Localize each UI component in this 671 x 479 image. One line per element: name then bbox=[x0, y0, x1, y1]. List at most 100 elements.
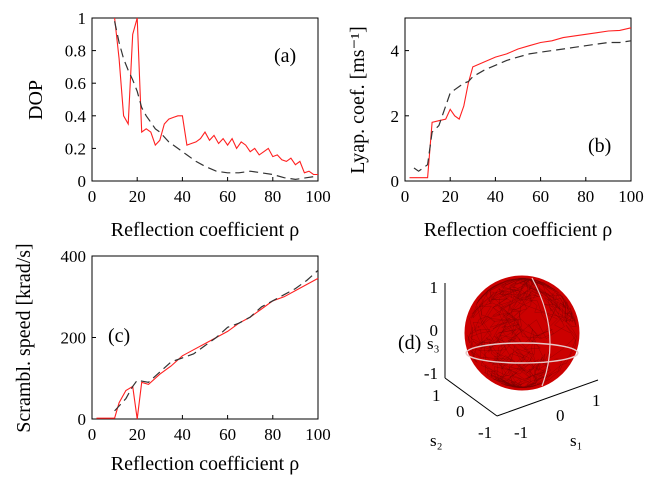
panel-b-axes-box bbox=[404, 17, 632, 182]
panel-b-data-point bbox=[529, 53, 530, 54]
panel-c-data-point bbox=[125, 398, 126, 399]
panel-b-data-point bbox=[619, 30, 620, 31]
s2-tick-1: 1 bbox=[432, 386, 441, 405]
s3-tick-top: 1 bbox=[430, 278, 439, 297]
panel-b-data-point bbox=[585, 34, 586, 35]
panel-b-data-point bbox=[529, 45, 530, 46]
panel-b-xtick-label: 0 bbox=[401, 187, 410, 206]
panel-a-data-point bbox=[168, 141, 169, 142]
panel-a-data-point bbox=[123, 115, 124, 116]
panel-a-data-point bbox=[295, 179, 296, 180]
panel-a-xtick-label: 100 bbox=[305, 187, 331, 206]
panel-a-data-point bbox=[204, 131, 205, 132]
panel-a-data-point bbox=[295, 164, 296, 165]
panel-c-data-point bbox=[182, 357, 183, 358]
panel-a-data-point bbox=[155, 128, 156, 129]
panel-a-data-point bbox=[137, 91, 138, 92]
panel-c-data-point bbox=[141, 382, 142, 383]
panel-c-xtick-label: 40 bbox=[174, 425, 191, 444]
panel-a-data-point bbox=[218, 143, 219, 144]
panel-b-data-point bbox=[517, 56, 518, 57]
panel-a-data-point bbox=[182, 115, 183, 116]
panel-c-data-point bbox=[283, 296, 284, 297]
panel-b-dashed-line bbox=[413, 40, 632, 172]
panel-a-data-point bbox=[227, 144, 228, 145]
s2-tick-0: 0 bbox=[456, 402, 465, 421]
panel-b-data-point bbox=[438, 120, 439, 121]
panel-a-red-line bbox=[114, 17, 318, 176]
panel-a-data-point bbox=[268, 148, 269, 149]
panel-b-data-point bbox=[468, 83, 469, 84]
panel-a-data-point bbox=[150, 131, 151, 132]
panel-a-xtick-label: 80 bbox=[264, 187, 281, 206]
panel-a-data-point bbox=[236, 148, 237, 149]
panel-c-data-point bbox=[295, 290, 296, 291]
s3-axis-label: s₃ bbox=[427, 334, 440, 353]
panel-c: 0 20 40 60 80 100 0 200 400 (c) Reflection coeff… bbox=[13, 243, 331, 475]
panel-c-data-point bbox=[317, 270, 318, 271]
panel-b-data-point bbox=[585, 45, 586, 46]
panel-c-label: (c) bbox=[108, 325, 130, 347]
panel-c-ytick-label: 200 bbox=[61, 329, 87, 348]
panel-c-axes-box bbox=[91, 255, 319, 420]
panel-c-data-point bbox=[216, 337, 217, 338]
panel-b-data-point bbox=[472, 66, 473, 67]
panel-b-data-point bbox=[506, 60, 507, 61]
panel-a-data-point bbox=[213, 135, 214, 136]
panel-b-data-point bbox=[438, 125, 439, 126]
panel-c-dashed-line bbox=[114, 269, 319, 412]
panel-b-ytick-label: 2 bbox=[391, 107, 400, 126]
panel-b-data-point bbox=[454, 89, 455, 90]
panel-b-red-line bbox=[409, 27, 632, 179]
s1-tick-0: 0 bbox=[556, 406, 565, 425]
panel-b-data-point bbox=[427, 164, 428, 165]
panel-a-ytick-label: 0 bbox=[78, 172, 87, 191]
panel-a-data-point bbox=[150, 122, 151, 123]
panel-c-data-point bbox=[204, 343, 205, 344]
panel-c-data-point bbox=[114, 418, 115, 419]
panel-a-data-point bbox=[272, 156, 273, 157]
panel-c-xlabel: Reflection coefficient ρ bbox=[111, 453, 299, 475]
panel-a-axes-box bbox=[91, 17, 319, 182]
panel-b-data-point bbox=[450, 109, 451, 110]
panel-c-data-point bbox=[238, 323, 239, 324]
panel-c-data-point bbox=[306, 284, 307, 285]
panel-c-data-point bbox=[125, 390, 126, 391]
panel-a: 0 20 40 60 80 100 0 0.2 0.4 0.6 0.8 1 (a) Reflectio… bbox=[25, 9, 331, 241]
s2-axis-label: s₂ bbox=[430, 431, 443, 450]
panel-a-data-point bbox=[118, 42, 119, 43]
panel-a-data-point bbox=[191, 143, 192, 144]
s3-tick-bottom: -1 bbox=[424, 364, 438, 383]
panel-b-data-point bbox=[450, 92, 451, 93]
panel-b-data-point bbox=[427, 177, 428, 178]
panel-a-xtick-label: 20 bbox=[129, 187, 146, 206]
panel-c-ytick-label: 0 bbox=[78, 410, 87, 429]
s1-tick-1: 1 bbox=[592, 391, 601, 410]
panel-b-data-point bbox=[540, 52, 541, 53]
panel-a-data-point bbox=[222, 138, 223, 139]
panel-a-data-point bbox=[286, 161, 287, 162]
panel-a-data-point bbox=[306, 177, 307, 178]
panel-a-ylabel: DOP bbox=[25, 80, 47, 120]
panel-b-data-point bbox=[463, 105, 464, 106]
panel-a-data-point bbox=[290, 158, 291, 159]
panel-a-data-point bbox=[141, 107, 142, 108]
panel-a-data-point bbox=[241, 141, 242, 142]
panel-a-xtick-label: 60 bbox=[219, 187, 236, 206]
panel-a-data-point bbox=[250, 151, 251, 152]
panel-c-data-point bbox=[114, 410, 115, 411]
panel-a-data-point bbox=[263, 151, 264, 152]
poincare-sphere bbox=[464, 275, 580, 391]
panel-c-data-point bbox=[118, 402, 119, 403]
panel-b-data-point bbox=[563, 48, 564, 49]
panel-c-xtick-label: 100 bbox=[305, 425, 331, 444]
panel-a-label: (a) bbox=[274, 45, 296, 67]
panel-c-data-point bbox=[204, 345, 205, 346]
panel-a-ytick-label: 0.4 bbox=[65, 107, 87, 126]
panel-a-data-point bbox=[308, 171, 309, 172]
panel-c-data-point bbox=[227, 331, 228, 332]
panel-b-ytick-label: 4 bbox=[391, 42, 400, 61]
panel-a-data-point bbox=[155, 144, 156, 145]
panel-c-data-point bbox=[261, 308, 262, 309]
